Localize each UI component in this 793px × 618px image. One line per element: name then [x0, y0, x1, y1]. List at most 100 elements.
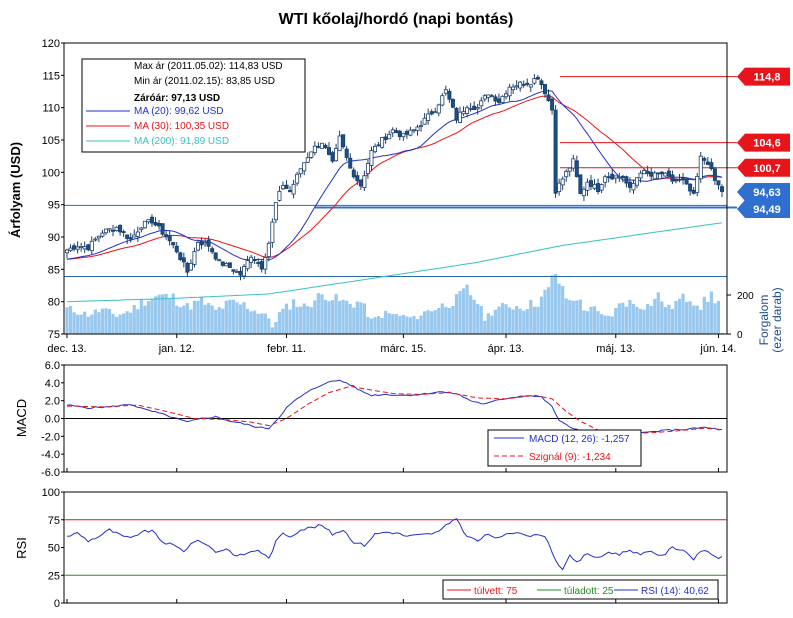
candle-body — [369, 150, 374, 166]
candle-body — [642, 170, 647, 175]
volume-bar — [603, 315, 607, 334]
level-tag — [737, 67, 790, 86]
candle-body — [535, 76, 540, 80]
candle-body — [164, 234, 169, 238]
volume-bar — [582, 310, 586, 334]
candle-body — [121, 231, 126, 233]
candle-body — [617, 176, 622, 179]
volume-bar — [93, 309, 97, 334]
macd-y-tick-label: 0.0 — [45, 414, 60, 426]
volume-bar — [444, 306, 448, 334]
macd-y-axis-label: MACD — [14, 399, 29, 437]
volume-bar — [422, 311, 427, 334]
candle-body — [96, 235, 101, 239]
ma200-line — [66, 222, 723, 303]
volume-bar — [624, 306, 629, 334]
volume-bar — [398, 315, 402, 334]
volume-bar — [479, 305, 483, 334]
candle-body — [387, 133, 392, 140]
candle-body — [65, 249, 70, 254]
rsi-y-axis-label: RSI — [14, 537, 29, 559]
volume-bar — [649, 305, 653, 334]
volume-bar — [663, 307, 667, 334]
candle-body — [450, 98, 455, 108]
volume-bar — [160, 294, 165, 334]
candle-body — [401, 132, 406, 138]
chart-title: WTI kőolaj/hordó (napi bontás) — [279, 11, 514, 28]
candle-body — [82, 246, 87, 250]
candle-body — [167, 235, 172, 242]
candle-body — [224, 263, 229, 267]
volume-bar — [394, 313, 398, 334]
candle-body — [553, 109, 558, 194]
candle-body — [365, 163, 370, 175]
candle-body — [114, 226, 119, 232]
volume-bar — [316, 293, 320, 334]
volume-bar — [469, 295, 473, 334]
volume-bar — [83, 311, 87, 334]
volume-bar — [242, 302, 246, 334]
candle-body — [351, 169, 356, 178]
candle-body — [419, 125, 424, 127]
candle-body — [199, 240, 204, 246]
volume-bar — [90, 314, 94, 334]
volume-bar — [391, 314, 395, 334]
x-tick-label: febr. 11. — [267, 343, 306, 355]
price-y-tick-label: 110 — [42, 103, 60, 115]
candle-body — [188, 262, 193, 271]
volume-bar — [277, 312, 282, 334]
candle-body — [489, 95, 494, 98]
candle-body — [72, 245, 77, 250]
rsi-legend — [442, 579, 719, 600]
candle-body — [326, 147, 331, 155]
candle-body — [472, 105, 477, 110]
candle-body — [539, 80, 544, 86]
volume-bar — [306, 306, 310, 334]
volume-bar — [366, 317, 370, 334]
volume-bar — [65, 307, 69, 334]
volume-bar — [150, 298, 154, 334]
volume-axis-label-unit: (ezer darab) — [770, 287, 784, 352]
volume-bar — [585, 311, 590, 334]
volume-bar — [168, 299, 172, 334]
volume-bar — [249, 311, 253, 334]
candle-body — [475, 107, 480, 110]
volume-bar — [631, 303, 636, 334]
candle-body — [663, 172, 668, 177]
candle-body — [277, 190, 282, 201]
level-tag-label: 114,8 — [754, 72, 781, 84]
volume-bar — [412, 315, 416, 334]
candle-body — [234, 271, 239, 273]
candle-body — [486, 94, 491, 98]
candle-body — [142, 220, 147, 229]
volume-bar — [207, 303, 211, 334]
x-tick-label: márc. 15. — [380, 343, 426, 355]
volume-bar — [419, 315, 423, 334]
candle-body — [231, 269, 236, 272]
candle-body — [440, 95, 445, 106]
candle-body — [670, 174, 675, 182]
volume-bar — [490, 315, 494, 334]
macd-y-tick-label: 6.0 — [45, 360, 60, 372]
candle-body — [433, 111, 438, 114]
volume-bar — [677, 298, 682, 334]
volume-bar — [525, 309, 529, 334]
candle-body — [302, 162, 307, 172]
volume-bar — [373, 317, 377, 334]
candle-body — [507, 86, 512, 97]
volume-bar — [546, 287, 551, 334]
candle-body — [93, 238, 98, 241]
volume-bar — [699, 309, 703, 334]
volume-bar — [221, 308, 225, 334]
macd-legend-signal: Szignál (9): -1,234 — [529, 452, 611, 463]
candle-body — [146, 219, 151, 223]
volume-bar — [716, 300, 721, 334]
candle-body — [659, 171, 664, 175]
candle-body — [242, 266, 247, 277]
volume-bar — [522, 310, 526, 334]
candle-body — [348, 157, 353, 169]
candle-body — [227, 262, 232, 268]
candle-body — [698, 155, 703, 180]
volume-bar — [352, 307, 356, 334]
volume-bar — [175, 305, 179, 334]
